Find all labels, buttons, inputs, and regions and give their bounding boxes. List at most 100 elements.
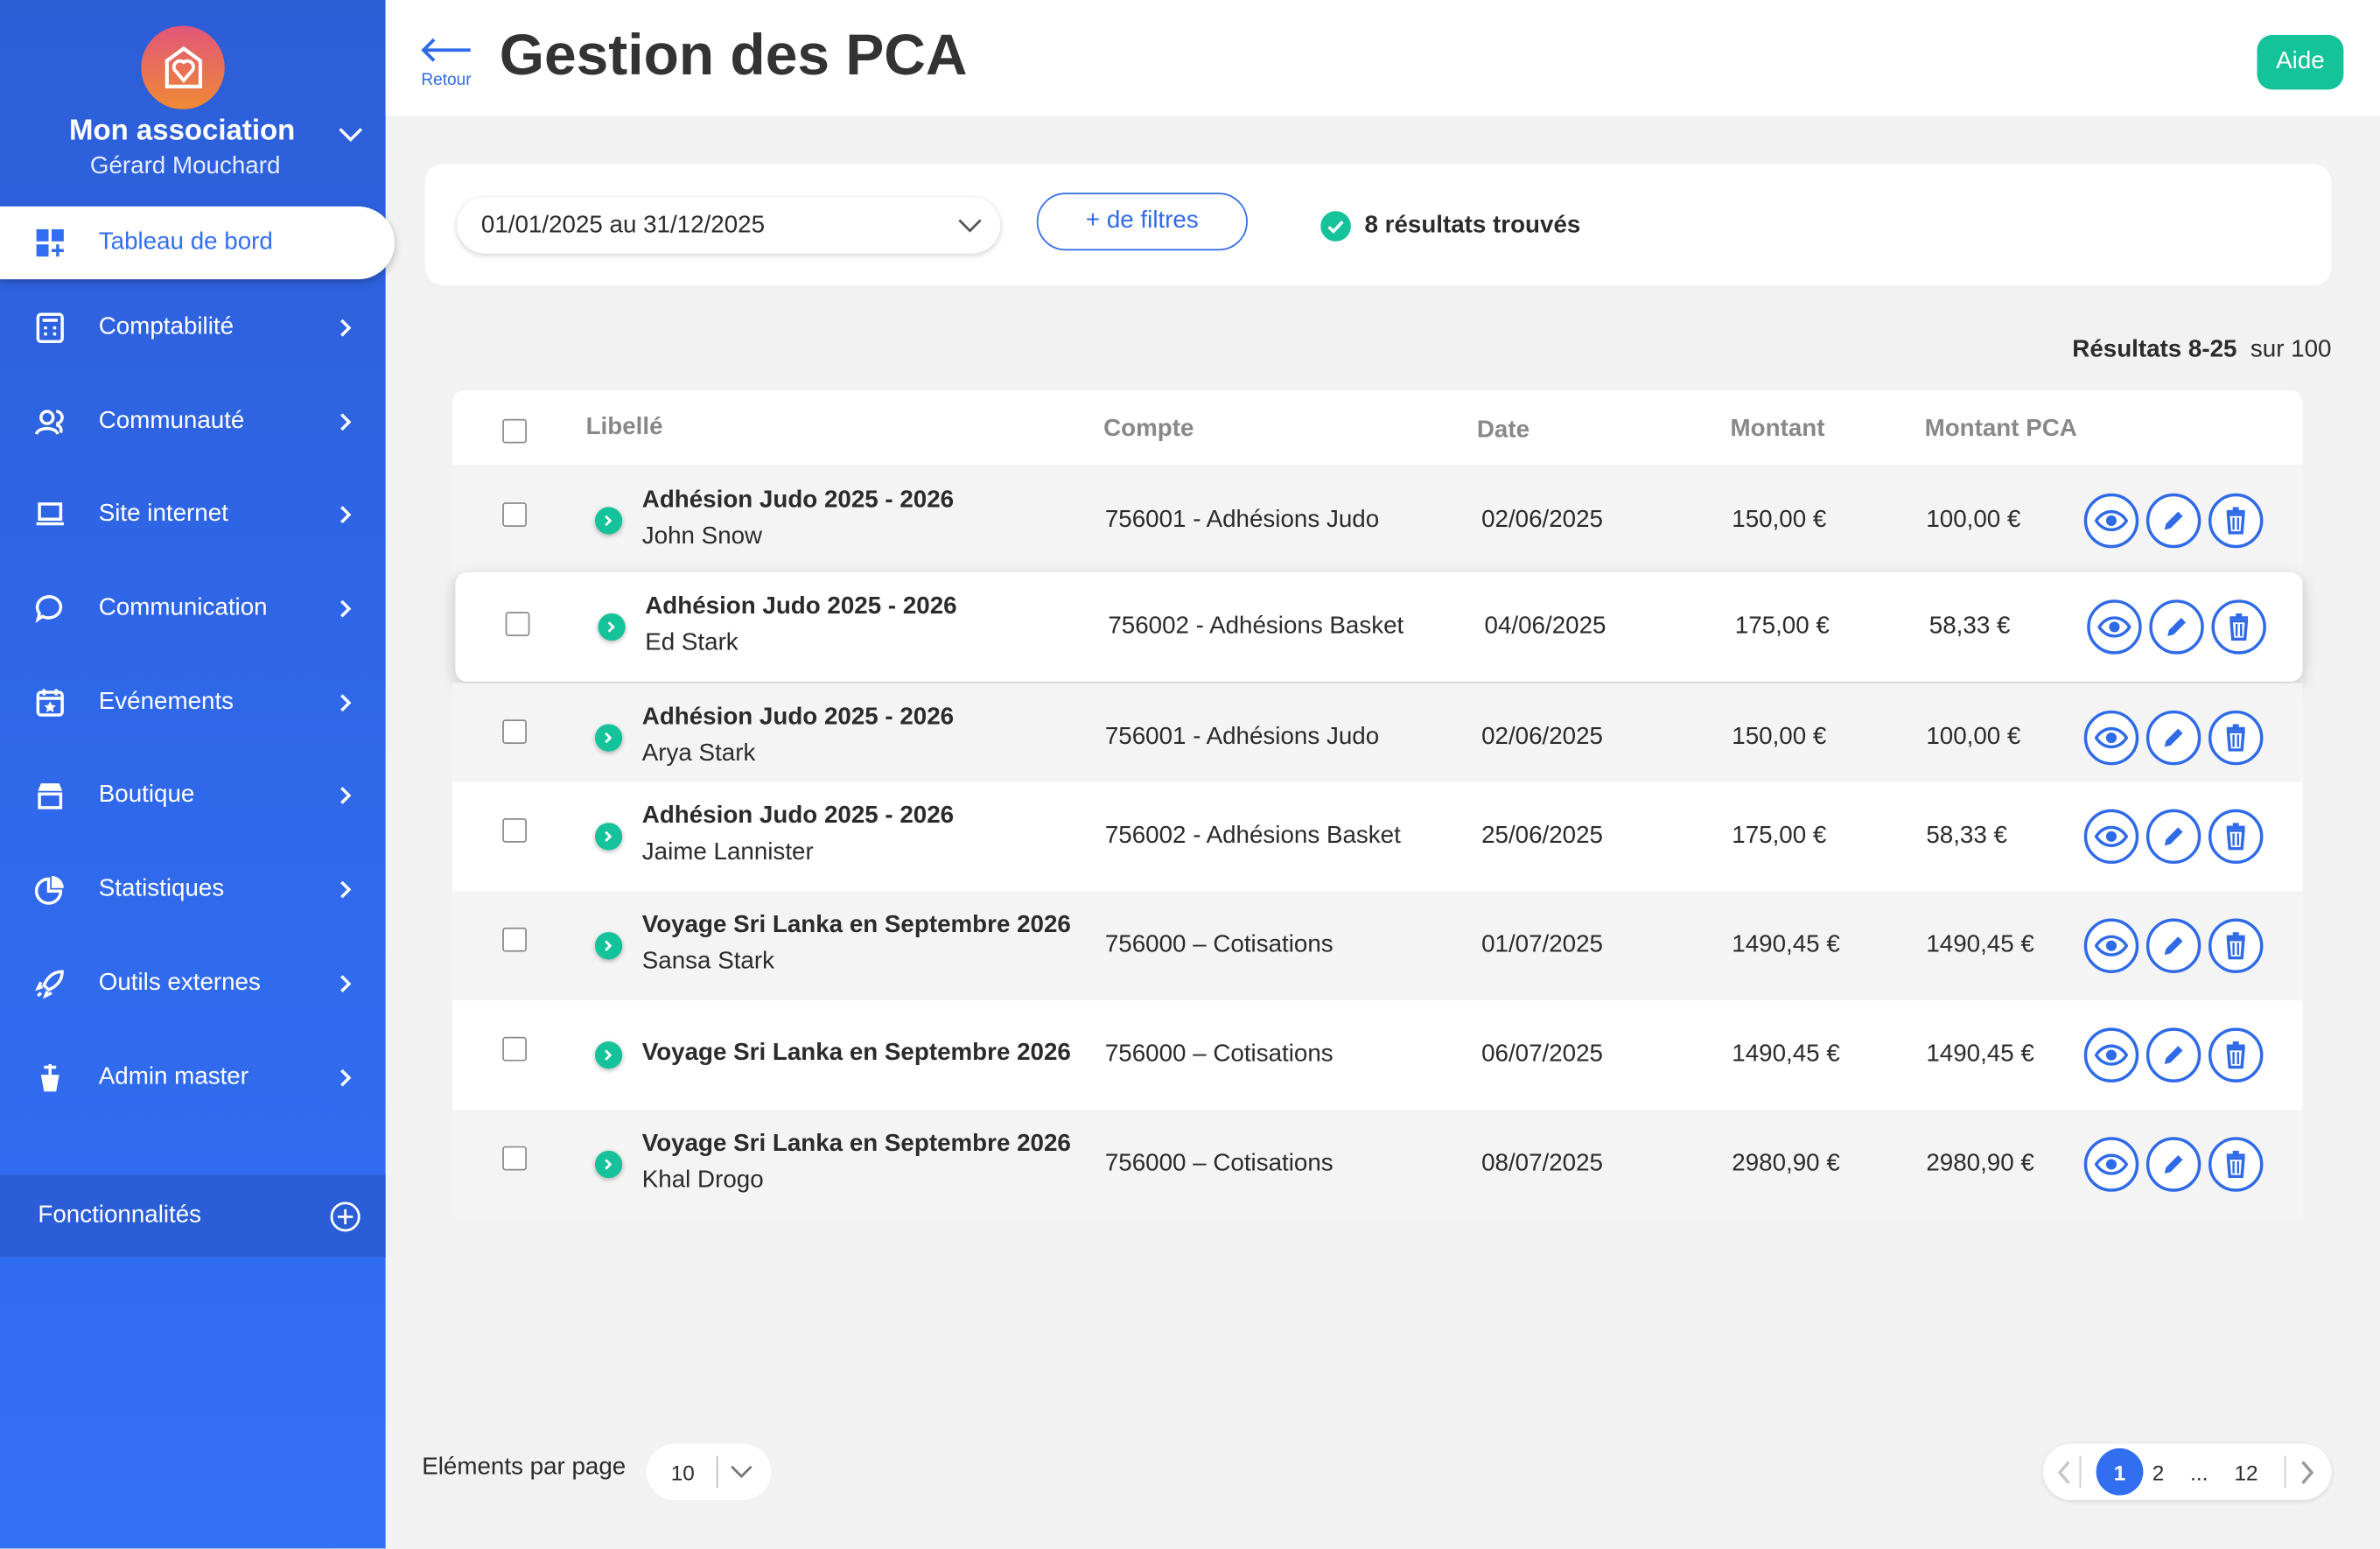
add-circle-icon[interactable] xyxy=(329,1200,360,1231)
results-range-value: Résultats 8-25 xyxy=(2072,337,2237,363)
table-row[interactable]: Adhésion Judo 2025 - 2026 Jaime Lanniste… xyxy=(452,782,2303,892)
sidebar-item-ev-nements[interactable]: Evénements xyxy=(0,672,386,732)
sidebar-item-outils-externes[interactable]: Outils externes xyxy=(0,953,386,1013)
edit-button[interactable] xyxy=(2146,710,2202,766)
view-button[interactable] xyxy=(2087,599,2142,655)
sidebar-item-communication[interactable]: Communication xyxy=(0,578,386,639)
pencil-icon xyxy=(2165,615,2189,640)
page-2[interactable]: 2 xyxy=(2152,1460,2165,1485)
view-button[interactable] xyxy=(2083,710,2139,766)
sidebar-item-comptabilit-[interactable]: Comptabilité xyxy=(0,298,386,358)
edit-button[interactable] xyxy=(2146,1137,2202,1192)
view-button[interactable] xyxy=(2083,1137,2139,1192)
table-row[interactable]: Voyage Sri Lanka en Septembre 2026 Khal … xyxy=(452,1110,2303,1219)
features-bar[interactable]: Fonctionnalités xyxy=(0,1174,386,1258)
row-date: 02/06/2025 xyxy=(1481,724,1603,750)
row-date: 06/07/2025 xyxy=(1481,1041,1603,1068)
users-icon xyxy=(34,410,64,435)
column-montant[interactable]: Montant xyxy=(1730,416,1825,442)
top-bar xyxy=(385,0,2380,116)
delete-button[interactable] xyxy=(2208,1137,2264,1192)
date-range-select[interactable]: 01/01/2025 au 31/12/2025 xyxy=(457,197,1001,254)
column-libelle[interactable]: Libellé xyxy=(585,414,663,441)
sidebar-item-boutique[interactable]: Boutique xyxy=(0,765,386,825)
row-name: Sansa Stark xyxy=(641,949,774,975)
pencil-icon xyxy=(2161,824,2186,849)
row-account: 756000 – Cotisations xyxy=(1104,1150,1334,1177)
sidebar-item-statistiques[interactable]: Statistiques xyxy=(0,859,386,920)
row-checkbox[interactable] xyxy=(502,502,527,527)
chevron-right-icon[interactable] xyxy=(2300,1461,2314,1485)
sidebar-item-admin-master[interactable]: Admin master xyxy=(0,1048,386,1108)
calendar-icon xyxy=(36,689,64,717)
status-icon xyxy=(595,724,623,752)
view-button[interactable] xyxy=(2083,1027,2139,1083)
row-pca-amount: 1490,45 € xyxy=(1926,1041,2034,1068)
sidebar-item-label: Boutique xyxy=(98,782,195,808)
row-pca-amount: 100,00 € xyxy=(1926,724,2021,750)
sidebar-item-label: Evénements xyxy=(98,689,234,716)
row-pca-amount: 58,33 € xyxy=(1926,823,2007,849)
sidebar-item-communaut-[interactable]: Communauté xyxy=(0,392,386,452)
row-date: 04/06/2025 xyxy=(1484,613,1606,640)
sidebar-item-label: Statistiques xyxy=(98,875,225,902)
delete-button[interactable] xyxy=(2211,599,2266,655)
per-page-select[interactable]: 10 xyxy=(646,1443,772,1500)
delete-button[interactable] xyxy=(2208,918,2264,973)
chevron-left-icon[interactable] xyxy=(2057,1461,2072,1485)
chevron-down-icon xyxy=(958,218,982,232)
row-name: Ed Stark xyxy=(645,629,738,656)
edit-button[interactable] xyxy=(2146,809,2202,865)
page-12[interactable]: 12 xyxy=(2234,1460,2258,1485)
status-icon xyxy=(595,1150,623,1179)
chevron-right-icon xyxy=(340,880,352,899)
table-row[interactable]: Voyage Sri Lanka en Septembre 2026 75600… xyxy=(452,1000,2303,1111)
edit-button[interactable] xyxy=(2146,493,2202,549)
chevron-right-icon xyxy=(340,787,352,804)
delete-button[interactable] xyxy=(2208,809,2264,865)
back-button[interactable]: Retour xyxy=(419,37,473,89)
column-compte[interactable]: Compte xyxy=(1103,416,1194,442)
row-amount: 150,00 € xyxy=(1732,724,1827,750)
row-checkbox[interactable] xyxy=(502,927,527,952)
pencil-icon xyxy=(2161,1153,2186,1177)
delete-button[interactable] xyxy=(2208,710,2264,766)
delete-button[interactable] xyxy=(2208,493,2264,549)
edit-button[interactable] xyxy=(2146,1027,2202,1083)
column-montant-pca[interactable]: Montant PCA xyxy=(1924,416,2077,442)
sidebar-item-tableau-de-bord[interactable]: Tableau de bord xyxy=(0,213,386,273)
row-pca-amount: 2980,90 € xyxy=(1926,1150,2034,1177)
row-name: Jaime Lannister xyxy=(641,839,814,866)
edit-button[interactable] xyxy=(2146,918,2202,973)
table-row[interactable]: Adhésion Judo 2025 - 2026 Arya Stark 756… xyxy=(452,683,2303,793)
row-checkbox[interactable] xyxy=(502,719,527,745)
trash-icon xyxy=(2225,1150,2246,1179)
chevron-down-icon[interactable] xyxy=(337,124,364,145)
sidebar-item-site-internet[interactable]: Site internet xyxy=(0,484,386,544)
select-all-checkbox[interactable] xyxy=(502,418,527,444)
org-name[interactable]: Mon association xyxy=(69,115,296,148)
page-1[interactable]: 1 xyxy=(2096,1447,2144,1496)
table-row[interactable]: Adhésion Judo 2025 - 2026 John Snow 7560… xyxy=(452,466,2303,576)
edit-button[interactable] xyxy=(2149,599,2204,655)
delete-button[interactable] xyxy=(2208,1027,2264,1083)
pencil-icon xyxy=(2161,508,2186,533)
row-title: Voyage Sri Lanka en Septembre 2026 xyxy=(641,1131,1071,1157)
trash-icon xyxy=(2225,724,2246,752)
row-checkbox[interactable] xyxy=(502,1146,527,1171)
trash-icon xyxy=(2225,823,2246,851)
row-checkbox[interactable] xyxy=(502,818,527,843)
row-checkbox[interactable] xyxy=(502,1036,527,1062)
table-row[interactable]: Voyage Sri Lanka en Septembre 2026 Sansa… xyxy=(452,891,2303,1001)
sidebar-item-label: Communauté xyxy=(98,408,245,435)
view-button[interactable] xyxy=(2083,918,2139,973)
more-filters-button[interactable]: + de filtres xyxy=(1036,193,1248,251)
view-button[interactable] xyxy=(2083,493,2139,549)
table-row[interactable]: Adhésion Judo 2025 - 2026 Ed Stark 75600… xyxy=(455,571,2303,682)
view-button[interactable] xyxy=(2083,809,2139,865)
row-date: 08/07/2025 xyxy=(1481,1150,1603,1177)
column-date[interactable]: Date xyxy=(1476,417,1530,444)
row-checkbox[interactable] xyxy=(505,612,530,636)
help-button[interactable]: Aide xyxy=(2257,34,2344,90)
pagination: 1 2 ... 12 xyxy=(2042,1443,2332,1500)
